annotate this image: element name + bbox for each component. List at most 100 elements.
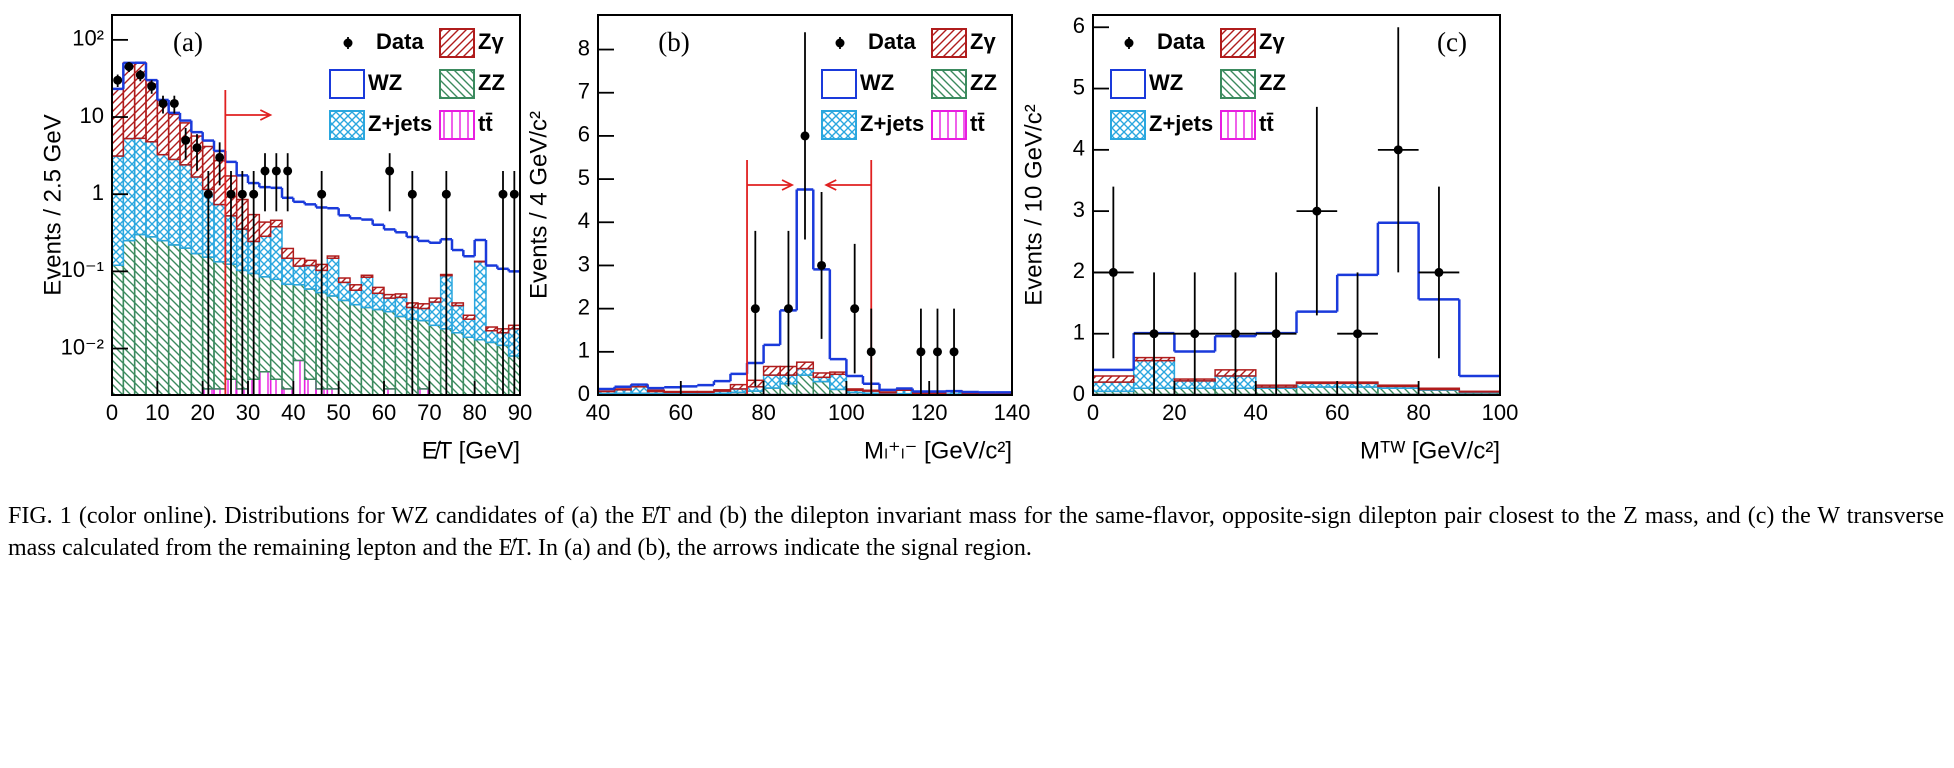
histogram-bar <box>360 306 374 395</box>
data-point <box>916 347 926 357</box>
histogram-bar <box>371 286 385 295</box>
y-tick-label: 1 <box>578 338 590 363</box>
data-point <box>949 347 959 357</box>
x-axis-title: E̸T [GeV] <box>422 437 520 464</box>
histogram-bar <box>269 219 283 228</box>
legend-label: Z+jets <box>1149 111 1213 136</box>
data-point <box>169 98 179 108</box>
data-point <box>1271 329 1281 339</box>
y-tick-label: 10⁻¹ <box>61 257 104 282</box>
cut-arrowhead <box>824 179 837 191</box>
histogram-bar <box>269 225 283 281</box>
histogram-bar <box>383 293 397 299</box>
x-tick-label: 140 <box>994 400 1031 425</box>
histogram-bar <box>122 137 136 242</box>
data-point <box>113 75 123 85</box>
data-point <box>1108 267 1118 277</box>
legend-label: Data <box>868 29 916 54</box>
histogram-bar <box>303 288 317 380</box>
histogram-bar <box>485 330 499 344</box>
x-tick-label: 20 <box>1162 400 1186 425</box>
y-tick-label: 3 <box>578 251 590 276</box>
histogram-bar <box>1093 375 1135 383</box>
histogram-bar <box>451 304 465 334</box>
histogram-bar <box>292 257 306 267</box>
x-tick-label: 100 <box>1482 400 1519 425</box>
legend-label: Zγ <box>478 29 504 54</box>
x-tick-label: 0 <box>106 400 118 425</box>
histogram-bar <box>417 307 431 322</box>
plot-frame <box>1092 14 1501 396</box>
data-point <box>1393 145 1403 155</box>
histogram-bar <box>428 324 442 395</box>
histogram-bar <box>713 389 732 392</box>
panel-label: (a) <box>173 27 203 57</box>
histogram-bar <box>112 88 125 157</box>
data-point <box>509 189 519 199</box>
caption: FIG. 1 (color online). Distributions for… <box>8 503 1944 561</box>
x-tick-label: 20 <box>190 400 214 425</box>
data-point <box>271 166 281 176</box>
histogram-bar <box>371 308 385 395</box>
legend-swatch <box>931 69 967 99</box>
histogram-bar <box>337 299 351 395</box>
data-point <box>203 189 213 199</box>
histogram-bar <box>829 388 848 395</box>
histogram-bar <box>258 276 272 373</box>
histogram-bar <box>337 281 351 302</box>
histogram-bar <box>122 239 136 395</box>
histogram-bar <box>360 276 374 309</box>
y-tick-label: 1 <box>1073 320 1085 345</box>
histogram-bar <box>303 259 317 267</box>
data-point <box>866 347 876 357</box>
legend-swatch <box>1220 69 1256 99</box>
x-tick-label: 40 <box>586 400 610 425</box>
x-tick-label: 0 <box>1087 400 1099 425</box>
data-point <box>124 62 134 72</box>
histogram-bar <box>326 295 340 390</box>
histogram-bar <box>292 359 306 395</box>
histogram-bar <box>213 261 227 390</box>
histogram-bar <box>349 289 363 306</box>
histogram-bar <box>394 315 408 395</box>
legend-label: WZ <box>860 70 894 95</box>
histogram-bar <box>383 297 397 313</box>
legend-swatch <box>439 28 475 58</box>
histogram-bar <box>303 378 317 395</box>
histogram-bar <box>281 247 295 259</box>
histogram-bar <box>349 284 363 291</box>
y-tick-label: 5 <box>578 165 590 190</box>
legend-label: WZ <box>368 70 402 95</box>
x-tick-label: 80 <box>1406 400 1430 425</box>
histogram-bar <box>349 303 363 395</box>
histogram-bar <box>762 374 781 389</box>
legend-label: Data <box>376 29 424 54</box>
histogram-bar <box>1377 387 1420 395</box>
histogram-bar <box>145 236 159 395</box>
histogram-bar <box>326 255 340 259</box>
y-tick-label: 10² <box>72 26 104 51</box>
y-tick-label: 10 <box>80 103 104 128</box>
histogram-bar <box>485 341 499 395</box>
legend-label: tt̄ <box>1259 111 1274 136</box>
data-point <box>817 260 827 270</box>
legend-label: ZZ <box>970 70 997 95</box>
histogram-bar <box>383 310 397 390</box>
legend-swatch <box>931 110 967 140</box>
legend-label: Zγ <box>970 29 996 54</box>
data-point <box>932 347 942 357</box>
histogram-bar <box>156 239 170 395</box>
histogram-bar <box>812 380 831 395</box>
legend-swatch <box>439 69 475 99</box>
y-tick-label: 3 <box>1073 197 1085 222</box>
histogram-bar <box>462 318 476 339</box>
histogram-bar <box>680 390 699 394</box>
histogram-bar <box>812 372 831 379</box>
histogram-bar <box>133 137 147 236</box>
histogram-bar <box>394 293 408 299</box>
histogram-bar <box>167 158 181 246</box>
plot-frame <box>111 14 521 396</box>
data-point <box>283 166 293 176</box>
y-tick-label: 4 <box>1073 136 1085 161</box>
